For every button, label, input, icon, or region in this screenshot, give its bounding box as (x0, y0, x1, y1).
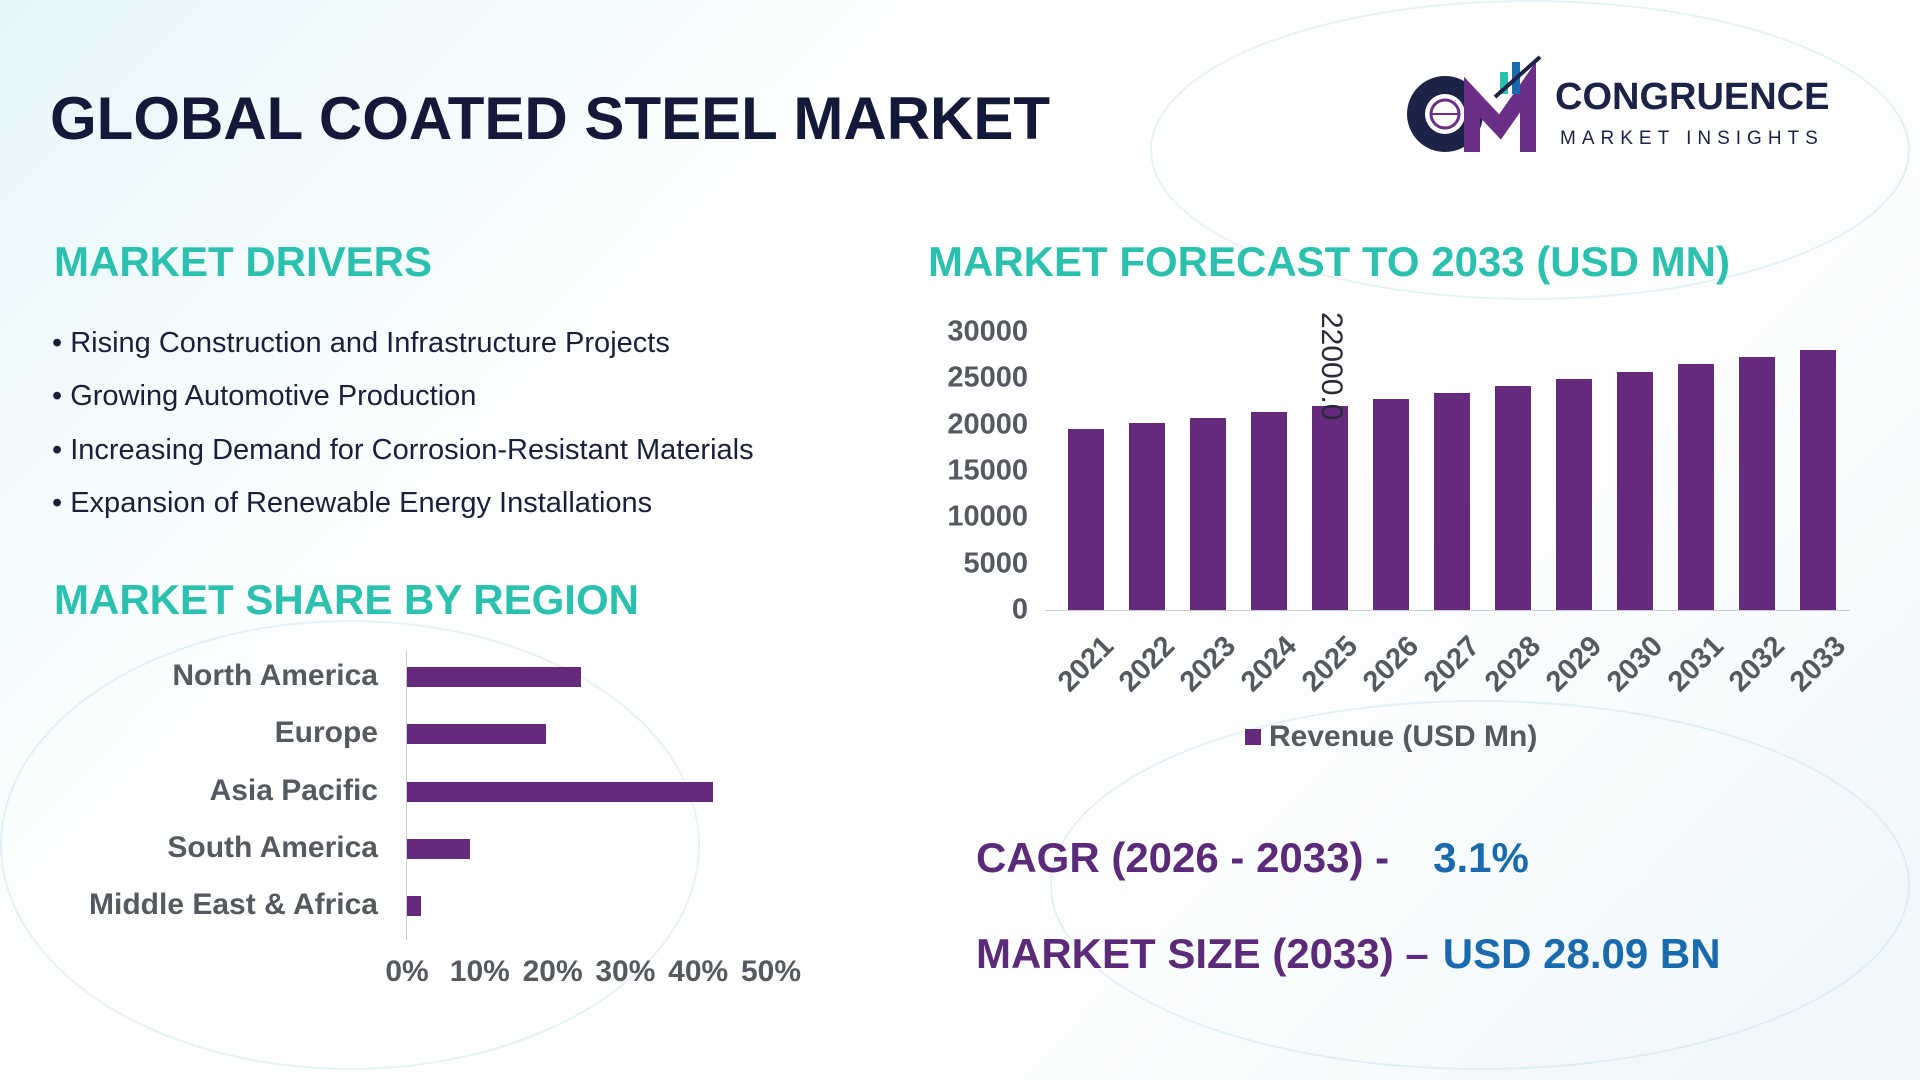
forecast-x-tick: 2024 (1235, 630, 1304, 699)
driver-item: • Increasing Demand for Corrosion-Resist… (52, 434, 754, 466)
background-wave (1050, 700, 1910, 1070)
market-size-row: MARKET SIZE (2033) – USD 28.09 BN (976, 930, 1721, 978)
region-bar (407, 838, 470, 859)
region-label: Middle East & Africa (89, 888, 378, 922)
region-axis-line (406, 650, 407, 940)
region-label: Europe (274, 716, 378, 750)
region-bar (407, 781, 714, 802)
forecast-y-tick: 15000 (947, 454, 1028, 487)
market-size-value: USD 28.09 BN (1442, 930, 1721, 977)
forecast-bar (1739, 357, 1775, 610)
driver-item: • Rising Construction and Infrastructure… (52, 327, 670, 359)
forecast-x-tick: 2021 (1052, 630, 1121, 699)
forecast-bar (1190, 418, 1226, 610)
forecast-y-tick: 5000 (963, 547, 1028, 580)
forecast-bar (1373, 398, 1409, 610)
forecast-bar (1068, 429, 1104, 610)
driver-text: Growing Automotive Production (70, 380, 477, 412)
forecast-x-tick: 2030 (1601, 630, 1670, 699)
region-x-tick: 30% (595, 955, 656, 988)
forecast-bar (1678, 363, 1714, 610)
forecast-x-tick: 2025 (1296, 630, 1365, 699)
drivers-heading: MARKET DRIVERS (54, 238, 433, 285)
region-x-tick: 0% (385, 955, 429, 988)
forecast-x-tick: 2031 (1662, 630, 1731, 699)
forecast-bar (1434, 393, 1470, 610)
forecast-x-tick: 2027 (1418, 630, 1487, 699)
logo-tagline: MARKET INSIGHTS (1560, 128, 1824, 149)
forecast-bar (1129, 422, 1165, 610)
region-x-tick: 20% (522, 955, 583, 988)
driver-text: Expansion of Renewable Energy Installati… (70, 487, 653, 519)
forecast-y-tick: 30000 (947, 315, 1028, 348)
forecast-y-tick: 25000 (947, 361, 1028, 394)
driver-text: Increasing Demand for Corrosion-Resistan… (70, 434, 754, 466)
forecast-x-tick: 2032 (1723, 630, 1792, 699)
forecast-bar (1556, 379, 1592, 610)
forecast-axis-line (1045, 610, 1850, 611)
forecast-bar (1251, 411, 1287, 610)
forecast-x-tick: 2033 (1784, 630, 1853, 699)
market-size-label: MARKET SIZE (2033) – (976, 930, 1429, 977)
forecast-x-tick: 2023 (1174, 630, 1243, 699)
forecast-bar (1495, 385, 1531, 610)
forecast-x-tick: 2028 (1479, 630, 1548, 699)
logo-mark-icon (1407, 55, 1542, 152)
legend-label: Revenue (USD Mn) (1269, 720, 1538, 753)
driver-item: • Growing Automotive Production (52, 380, 477, 412)
region-bar (407, 896, 421, 917)
page-title: GLOBAL COATED STEEL MARKET (50, 85, 1051, 152)
region-bar (407, 724, 547, 745)
forecast-x-tick: 2029 (1540, 630, 1609, 699)
cagr-row: CAGR (2026 - 2033) - 3.1% (976, 834, 1529, 882)
forecast-heading: MARKET FORECAST TO 2033 (USD MN) (928, 238, 1730, 285)
region-label: Asia Pacific (209, 773, 378, 807)
cagr-value: 3.1% (1433, 834, 1529, 881)
forecast-data-label: 22000.0 (1315, 312, 1348, 421)
cagr-label: CAGR (2026 - 2033) - (976, 834, 1390, 881)
region-label: North America (172, 659, 378, 692)
driver-text: Rising Construction and Infrastructure P… (70, 327, 670, 359)
forecast-y-tick: 20000 (947, 408, 1028, 441)
forecast-y-tick: 0 (1011, 593, 1028, 626)
forecast-legend: Revenue (USD Mn) (1245, 720, 1537, 754)
legend-swatch (1245, 729, 1261, 745)
logo: CONGRUENCE MARKET INSIGHTS (1400, 52, 1870, 162)
forecast-x-tick: 2022 (1113, 630, 1182, 699)
forecast-y-tick: 10000 (947, 500, 1028, 533)
region-bar (407, 667, 581, 687)
region-heading: MARKET SHARE BY REGION (54, 576, 639, 623)
region-x-tick: 40% (668, 955, 729, 988)
forecast-bar (1312, 406, 1348, 610)
forecast-x-tick: 2026 (1357, 630, 1426, 699)
region-x-tick: 10% (449, 955, 510, 988)
forecast-bar (1617, 371, 1653, 610)
driver-item: • Expansion of Renewable Energy Installa… (52, 487, 653, 519)
logo-brand: CONGRUENCE (1555, 76, 1830, 118)
forecast-bar (1800, 349, 1836, 610)
region-x-tick: 50% (740, 955, 802, 988)
region-label: South America (167, 830, 378, 864)
